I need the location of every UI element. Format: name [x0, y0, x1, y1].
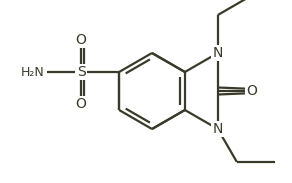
Text: O: O: [76, 33, 86, 47]
Text: S: S: [77, 65, 86, 79]
Text: H₂N: H₂N: [21, 66, 45, 79]
Text: O: O: [76, 97, 86, 111]
Text: O: O: [246, 84, 258, 98]
Text: N: N: [213, 46, 223, 60]
Text: N: N: [213, 122, 223, 136]
